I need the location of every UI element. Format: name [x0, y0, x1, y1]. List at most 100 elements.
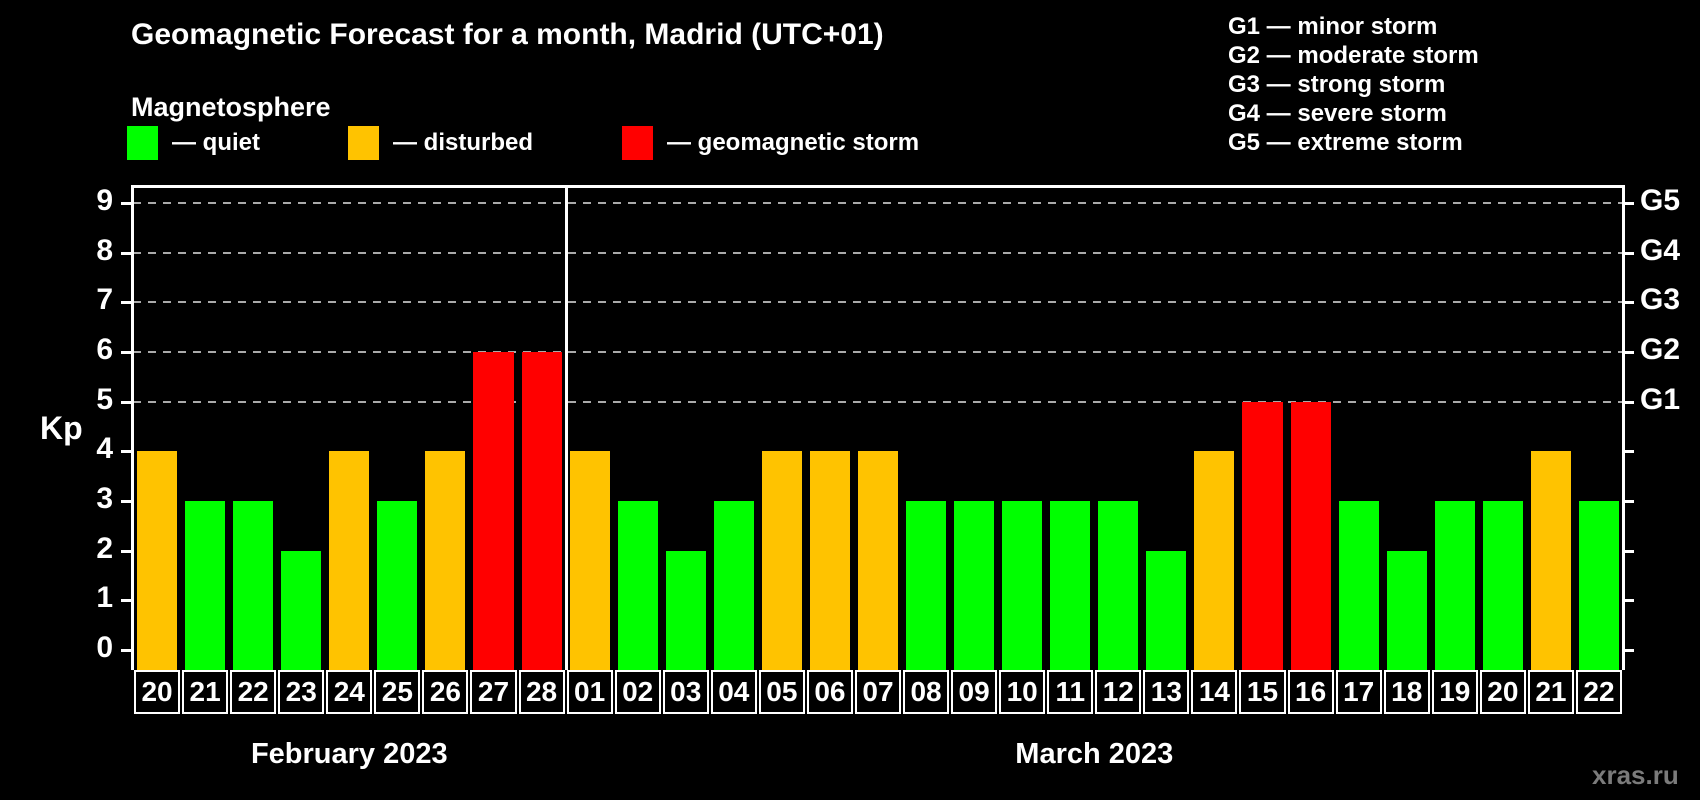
y-tick-right [1624, 649, 1634, 652]
kp-bar-march-09 [954, 501, 995, 670]
g-legend-line: G3 — strong storm [1228, 71, 1446, 98]
day-label-box: 20 [134, 670, 181, 714]
day-label-box: 07 [854, 670, 902, 714]
day-label-box: 09 [951, 670, 998, 714]
gridline-kp5 [133, 400, 1623, 403]
day-label-box: 22 [230, 670, 277, 714]
y-tick-label: 7 [96, 283, 113, 317]
month-divider [564, 185, 568, 670]
kp-bar-march-11 [1050, 501, 1091, 670]
y-tick-right [1624, 251, 1634, 255]
y-tick-right [1624, 202, 1634, 205]
day-label-box: 21 [1527, 670, 1574, 714]
y-axis-line [131, 185, 134, 670]
y-tick-label: 1 [96, 581, 113, 615]
magnetosphere-label: Magnetosphere [131, 92, 331, 122]
day-label-box: 24 [326, 670, 373, 714]
kp-bar-march-22 [1578, 501, 1619, 670]
kp-bar-march-04 [713, 501, 754, 670]
day-label-box: 11 [1047, 670, 1094, 714]
month-label: February 2023 [250, 738, 448, 770]
day-label-box: 13 [1143, 670, 1190, 714]
day-label-box: 12 [1095, 670, 1142, 714]
day-label-box: 25 [374, 670, 421, 714]
kp-bar-february-27 [473, 352, 514, 670]
day-label-box: 27 [470, 670, 517, 714]
g-level-label: G5 [1640, 184, 1681, 217]
kp-bar-march-01 [569, 451, 610, 670]
kp-bar-march-12 [1098, 501, 1139, 670]
y-tick-left [121, 251, 131, 255]
g-level-label: G4 [1640, 233, 1681, 267]
y-tick-label: 2 [96, 531, 113, 565]
day-label-box: 14 [1191, 670, 1238, 714]
y-tick-right [1624, 599, 1634, 603]
g-scale-legend: G1 — minor storm G2 — moderate storm G3 — … [1228, 12, 1479, 157]
y-tick-right [1624, 301, 1634, 305]
y-tick-label: 6 [96, 333, 113, 366]
day-label-box: 20 [1479, 670, 1526, 714]
day-label-box: 18 [1383, 670, 1430, 714]
gridline-kp9 [133, 202, 1623, 204]
watermark: xras.ru [1592, 760, 1679, 790]
month-label: March 2023 [1015, 738, 1174, 770]
y-tick-left [121, 599, 131, 603]
y-tick-right [1624, 400, 1634, 404]
kp-bar-march-18 [1386, 550, 1427, 670]
day-label-box: 03 [662, 670, 709, 714]
disturbed-legend-swatch [348, 126, 379, 160]
day-label-box: 01 [566, 670, 613, 714]
day-label-box: 04 [710, 670, 757, 714]
gridline-kp7 [133, 301, 1623, 304]
plot-top-border [131, 185, 1625, 188]
day-label-box: 21 [182, 670, 229, 714]
y-tick-left [121, 301, 131, 305]
kp-bar-february-26 [425, 451, 466, 670]
y-tick-label: 5 [96, 382, 113, 416]
kp-bar-february-20 [137, 451, 178, 670]
kp-bar-march-07 [857, 451, 899, 670]
day-label-box: 15 [1239, 670, 1286, 714]
y-tick-label: 4 [96, 432, 113, 466]
day-label-box: 16 [1287, 670, 1334, 714]
y-tick-label: 3 [96, 482, 113, 515]
day-label-box: 08 [903, 670, 950, 714]
y-tick-left [121, 549, 131, 553]
y-tick-left [121, 400, 131, 404]
kp-bar-march-08 [906, 501, 947, 670]
y-tick-right [1624, 450, 1634, 454]
y-tick-left [121, 450, 131, 454]
kp-bar-march-16 [1290, 401, 1331, 670]
day-label-box: 23 [278, 670, 325, 714]
kp-bar-february-23 [281, 550, 322, 670]
y-tick-left [121, 351, 131, 354]
kp-bar-february-21 [185, 501, 226, 670]
g-legend-line: G5 — extreme storm [1228, 129, 1463, 156]
kp-bar-march-05 [761, 451, 802, 670]
kp-bar-march-13 [1146, 550, 1187, 670]
g-legend-line: G4 — severe storm [1228, 100, 1447, 127]
day-label-box: 17 [1335, 670, 1382, 714]
quiet-legend-label: — quiet [172, 129, 260, 156]
y-tick-label: 9 [96, 184, 113, 217]
kp-bar-february-24 [329, 451, 370, 670]
storm-legend-label: — geomagnetic storm [667, 129, 920, 156]
y-tick-label: 8 [96, 233, 113, 267]
kp-bar-march-20 [1482, 501, 1523, 670]
y-tick-left [121, 500, 131, 503]
kp-bar-march-02 [617, 501, 658, 670]
storm-legend-swatch [622, 126, 653, 160]
y-tick-label: 0 [96, 631, 113, 664]
gridline-kp8 [133, 251, 1623, 254]
day-label-box: 10 [999, 670, 1046, 714]
kp-bar-february-25 [377, 501, 418, 670]
y-tick-left [121, 202, 131, 205]
kp-bar-march-15 [1242, 401, 1283, 670]
chart-title: Geomagnetic Forecast for a month, Madrid… [131, 18, 884, 51]
y-tick-right [1624, 500, 1634, 503]
kp-bar-february-22 [233, 501, 274, 670]
kp-bar-march-17 [1338, 501, 1379, 670]
kp-axis-label: Kp [40, 410, 83, 446]
day-label-box: 05 [758, 670, 805, 714]
kp-bar-march-03 [665, 550, 706, 670]
